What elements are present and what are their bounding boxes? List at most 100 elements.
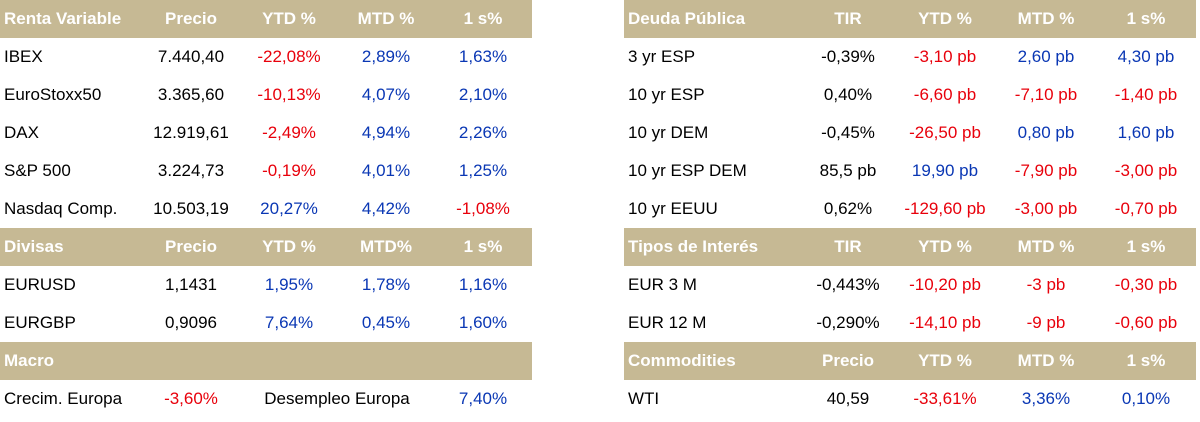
ytd-cell: -26,50 pb (909, 123, 981, 142)
ytd-cell: -129,60 pb (904, 199, 986, 218)
row-label: S&P 500 (4, 161, 71, 180)
mtd-cell: -7,90 pb (1014, 161, 1078, 180)
tir-cell: 0,62% (823, 199, 873, 218)
col-header-precio: Precio (142, 0, 240, 38)
ytd-cell: -6,60 pb (913, 85, 977, 104)
ytd-cell: -2,49% (262, 123, 316, 142)
mtd-cell: 2,89% (361, 47, 411, 66)
week-cell: 2,10% (458, 85, 508, 104)
table-row: DAX 12.919,61 -2,49% 4,94% 2,26% (0, 114, 532, 152)
col-header-tir: TIR (802, 0, 894, 38)
section-title: Macro (0, 342, 142, 380)
ytd-cell: -3,10 pb (913, 47, 977, 66)
price-cell: 12.919,61 (153, 123, 229, 142)
week-cell: -1,40 pb (1114, 85, 1178, 104)
price-cell: 1,1431 (165, 275, 217, 294)
col-header-tir: TIR (802, 228, 894, 266)
mtd-cell: 4,42% (361, 199, 411, 218)
table-row: 10 yr DEM -0,45% -26,50 pb 0,80 pb 1,60 … (624, 114, 1196, 152)
ytd-cell: -10,13% (257, 85, 321, 104)
col-header-mtd: MTD % (996, 228, 1096, 266)
col-header-mtd: MTD% (338, 228, 434, 266)
row-label: 10 yr ESP DEM (628, 161, 747, 180)
price-cell: 3.365,60 (157, 85, 225, 104)
table-row: 10 yr ESP 0,40% -6,60 pb -7,10 pb -1,40 … (624, 76, 1196, 114)
ytd-cell: -33,61% (913, 389, 977, 408)
unemployment-label: Desempleo Europa (264, 389, 410, 408)
ytd-cell: 1,95% (264, 275, 314, 294)
ytd-cell: 19,90 pb (911, 161, 979, 180)
ytd-cell: -10,20 pb (909, 275, 981, 294)
week-cell: -0,30 pb (1114, 275, 1178, 294)
col-header-1s: 1 s% (1096, 342, 1196, 380)
week-cell: 1,60 pb (1117, 123, 1175, 142)
mtd-cell: 0,45% (361, 313, 411, 332)
row-label: EUR 12 M (628, 313, 707, 332)
table-row: Crecim. Europa -3,60% Desempleo Europa 7… (0, 380, 532, 418)
week-cell: -0,70 pb (1114, 199, 1178, 218)
col-header-precio: Precio (142, 228, 240, 266)
tir-cell: -0,443% (816, 275, 880, 294)
week-cell: -1,08% (456, 199, 510, 218)
price-cell: 3.224,73 (157, 161, 225, 180)
mtd-cell: -3,00 pb (1014, 199, 1078, 218)
week-cell: 1,25% (458, 161, 508, 180)
mtd-cell: -9 pb (1026, 313, 1066, 332)
row-label: 3 yr ESP (628, 47, 696, 66)
row-label: DAX (4, 123, 39, 142)
table-row: WTI 40,59 -33,61% 3,36% 0,10% (624, 380, 1196, 418)
col-header-mtd: MTD % (996, 342, 1096, 380)
commodities-header: Commodities Precio YTD % MTD % 1 s% (624, 342, 1196, 380)
mtd-cell: -3 pb (1026, 275, 1066, 294)
col-header-mtd: MTD % (996, 0, 1096, 38)
table-row: EuroStoxx50 3.365,60 -10,13% 4,07% 2,10% (0, 76, 532, 114)
macro-header: Macro (0, 342, 532, 380)
col-header-1s: 1 s% (1096, 228, 1196, 266)
mtd-cell: 4,01% (361, 161, 411, 180)
tipos-interes-header: Tipos de Interés TIR YTD % MTD % 1 s% (624, 228, 1196, 266)
row-label: 10 yr EEUU (628, 199, 718, 218)
week-cell: 2,26% (458, 123, 508, 142)
price-cell: 10.503,19 (153, 199, 229, 218)
row-label: Crecim. Europa (4, 389, 123, 408)
mtd-cell: 2,60 pb (1017, 47, 1075, 66)
divisas-header: Divisas Precio YTD % MTD% 1 s% (0, 228, 532, 266)
row-label: EURGBP (4, 313, 76, 332)
row-label: IBEX (4, 47, 43, 66)
table-row: IBEX 7.440,40 -22,08% 2,89% 1,63% (0, 38, 532, 76)
col-header-1s: 1 s% (434, 0, 532, 38)
mtd-cell: 0,80 pb (1017, 123, 1075, 142)
unemployment-value: 7,40% (458, 389, 508, 408)
col-header-ytd: YTD % (894, 342, 996, 380)
ytd-cell: 20,27% (260, 199, 318, 218)
row-label: Nasdaq Comp. (4, 199, 118, 218)
col-header-mtd: MTD % (338, 0, 434, 38)
price-cell: 0,9096 (165, 313, 217, 332)
section-title: Renta Variable (0, 0, 142, 38)
section-title: Divisas (0, 228, 142, 266)
mtd-cell: 4,07% (361, 85, 411, 104)
price-cell: 40,59 (826, 389, 870, 408)
table-row: 10 yr EEUU 0,62% -129,60 pb -3,00 pb -0,… (624, 190, 1196, 228)
row-label: EUR 3 M (628, 275, 697, 294)
section-title: Deuda Pública (624, 0, 802, 38)
mtd-cell: 1,78% (361, 275, 411, 294)
renta-variable-header: Renta Variable Precio YTD % MTD % 1 s% (0, 0, 532, 38)
table-row: EUR 3 M -0,443% -10,20 pb -3 pb -0,30 pb (624, 266, 1196, 304)
col-header-ytd: YTD % (894, 0, 996, 38)
row-label: 10 yr ESP (628, 85, 705, 104)
ytd-cell: -22,08% (257, 47, 321, 66)
table-row: 3 yr ESP -0,39% -3,10 pb 2,60 pb 4,30 pb (624, 38, 1196, 76)
tir-cell: -0,39% (821, 47, 875, 66)
mtd-cell: -7,10 pb (1014, 85, 1078, 104)
table-row: Nasdaq Comp. 10.503,19 20,27% 4,42% -1,0… (0, 190, 532, 228)
week-cell: -3,00 pb (1114, 161, 1178, 180)
row-label: WTI (628, 389, 660, 408)
row-label: 10 yr DEM (628, 123, 709, 142)
col-header-precio: Precio (802, 342, 894, 380)
tir-cell: -0,45% (821, 123, 875, 142)
col-header-ytd: YTD % (240, 0, 338, 38)
week-cell: -0,60 pb (1114, 313, 1178, 332)
week-cell: 1,16% (458, 275, 508, 294)
section-title: Commodities (624, 342, 802, 380)
